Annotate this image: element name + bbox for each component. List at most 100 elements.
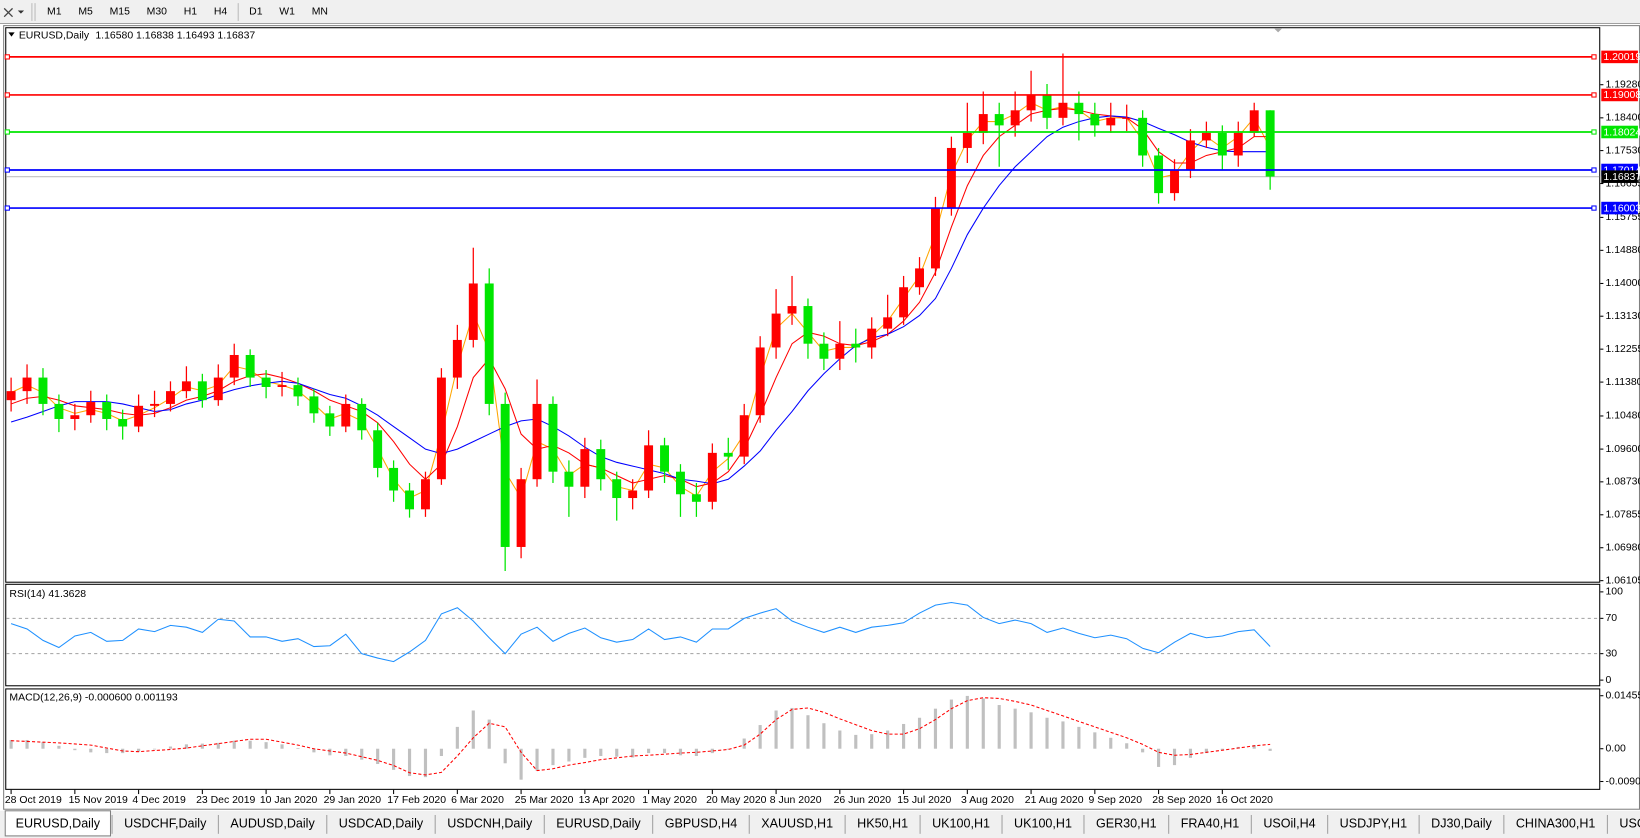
symbol-tab[interactable]: UK100,H1 [922,813,1003,835]
symbol-tab[interactable]: USDCHF,Daily [114,813,219,835]
timeframe-button[interactable]: M1 [40,2,69,21]
symbol-tab[interactable]: USDCAD,Daily [328,813,436,835]
x-tick-label: 13 Apr 2020 [579,795,636,806]
x-tick-label: 23 Dec 2019 [196,795,255,806]
symbol-tab[interactable]: GER30,H1 [1086,813,1170,835]
candle-body [548,403,558,472]
macd-bar [822,723,826,749]
candle-body [118,418,128,427]
rsi-panel [5,583,1601,687]
candle-body [1090,114,1100,126]
symbol-tab[interactable]: USDCNH,Daily [437,813,545,835]
rsi-line [10,601,1271,663]
macd-bar [1172,748,1177,766]
timeframe-button[interactable]: H1 [176,2,204,21]
macd-bar [662,748,667,754]
candle-body [771,313,781,348]
macd-bar [168,746,173,749]
macd-bar [678,748,683,756]
symbol-tab[interactable]: CHINA300,H1 [1505,813,1608,835]
macd-bar [1013,708,1017,749]
x-tick-label: 15 Nov 2019 [69,795,128,806]
y-tick-label: 100 [1605,587,1623,598]
timeframe-button[interactable]: W1 [272,2,302,21]
tab-label: EURUSD,Daily [556,817,641,831]
macd-bar [57,745,61,749]
y-tick-label: 0.00 [1605,743,1626,754]
symbol-tab[interactable]: UK100,H1 [1004,813,1085,835]
candle-body [6,391,16,401]
y-tick-label: 1.10480 [1605,411,1640,422]
candle-body [341,403,351,427]
symbol-tab[interactable]: DJ30,Daily [1421,813,1505,835]
x-tick-label: 16 Oct 2020 [1216,795,1273,806]
macd-bar [583,748,587,758]
macd-bar [296,747,300,749]
x-tick-label: 20 May 2020 [706,795,767,806]
candle-body [676,471,685,495]
symbol-tab[interactable]: XAUUSD,H1 [751,813,846,835]
macd-bar [1061,721,1065,749]
timeframe-button[interactable]: M15 [102,2,137,21]
button-label: D1 [249,6,263,17]
timeframe-buttons: M1 M5 M15 M30 H1 H4 D1 W1 MN [40,2,335,21]
symbol-tab[interactable]: USOil,H4 [1253,813,1329,835]
symbol-tab[interactable]: EURUSD,Daily [4,810,113,837]
tab-label: UK100,H1 [932,817,990,831]
button-label: M1 [47,6,62,17]
candle-body [835,343,845,359]
tab-label: USDCNH,Daily [447,817,533,831]
symbol-tab[interactable]: USOil,H1 [1609,813,1640,835]
price-plot [6,53,1600,572]
symbol-tab[interactable]: AUDUSD,Daily [220,813,328,835]
candle-body [1042,95,1052,118]
tab-label: XAUUSD,H1 [761,817,833,831]
button-label: M15 [110,6,131,17]
level-label: 1.20019 [1603,52,1640,63]
y-tick-label: 1.08730 [1605,477,1640,488]
tab-label: USOil,H4 [1263,817,1315,831]
x-tick-label: 1 May 2020 [642,795,697,806]
x-tick-label: 28 Sep 2020 [1152,795,1211,806]
timeframe-button[interactable]: M30 [139,2,174,21]
level-handle [4,129,10,135]
x-tick-label: 9 Sep 2020 [1089,795,1143,806]
candle-body [500,403,510,547]
symbol-tab[interactable]: USDJPY,H1 [1329,813,1420,835]
timeframe-button[interactable]: M5 [71,2,100,21]
chart-quote: 1.16580 1.16838 1.16493 1.16837 [95,30,255,41]
button-label: H4 [214,6,228,17]
macd-bar [902,723,906,749]
candle-body [915,268,924,288]
candle-body [612,479,622,499]
candle-body [946,147,956,209]
symbol-tab[interactable]: GBPUSD,H4 [654,813,750,835]
candle-body [293,385,303,397]
macd-bar [790,707,794,749]
timeframe-button[interactable]: H4 [207,2,235,21]
macd-bar [344,748,348,757]
macd-bar [1093,732,1097,749]
y-tick-label: 1.16655 [1605,178,1640,189]
symbol-tab[interactable]: HK50,H1 [847,813,921,835]
chart-window [3,25,1640,810]
candle-body [213,377,223,401]
y-tick-label: 0.014556 [1605,690,1640,701]
candle-body [707,452,717,502]
timeframe-button[interactable]: D1 [242,2,270,21]
macd-bar [407,748,412,777]
symbol-tab[interactable]: FRA40,H1 [1170,813,1252,835]
y-tick-label: 1.11380 [1605,377,1640,388]
timeframe-button[interactable]: MN [304,2,335,21]
macd-bar [599,748,603,757]
symbol-tab[interactable]: EURUSD,Daily [546,813,654,835]
macd-bar [535,748,539,771]
candle-body [1265,110,1275,177]
y-tick-label: 1.06980 [1605,542,1640,553]
candle-body [1074,102,1084,115]
x-tick-label: 10 Jan 2020 [260,795,318,806]
candle-body [197,381,207,401]
macd-bar [1029,712,1033,749]
level-handle [1591,129,1597,135]
crosshair-tool[interactable] [3,7,25,18]
